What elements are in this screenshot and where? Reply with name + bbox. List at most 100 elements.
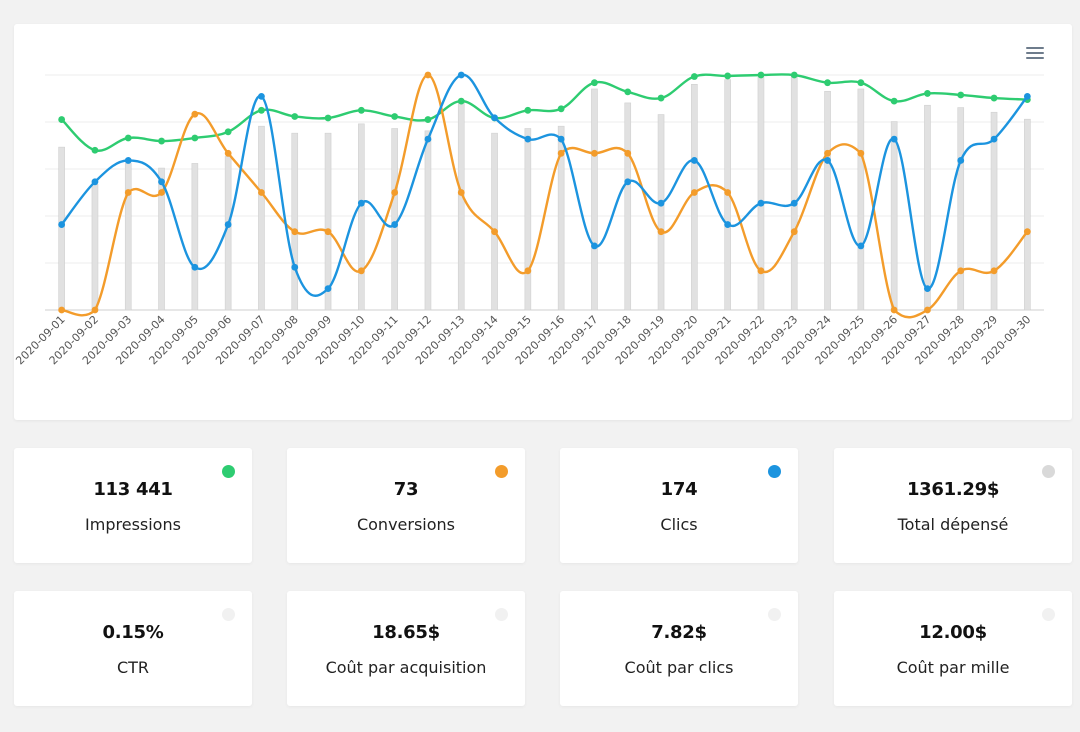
data-point bbox=[491, 228, 498, 236]
data-point bbox=[158, 189, 165, 196]
data-point bbox=[524, 267, 532, 275]
data-point bbox=[424, 116, 432, 123]
data-point bbox=[258, 92, 265, 100]
bar bbox=[790, 74, 798, 311]
bar bbox=[924, 104, 931, 311]
kpi-card-cout-acquisition: 18.65$ Coût par acquisition bbox=[287, 591, 525, 706]
bar bbox=[591, 88, 598, 311]
data-point bbox=[957, 157, 965, 164]
kpi-label: Total dépensé bbox=[897, 515, 1009, 534]
kpi-card-clics: 174 Clics bbox=[560, 448, 798, 563]
data-point bbox=[324, 228, 332, 236]
bar bbox=[691, 84, 698, 311]
kpi-card-conversions: 73 Conversions bbox=[287, 448, 525, 563]
bar bbox=[124, 163, 132, 311]
data-point bbox=[624, 149, 632, 157]
data-point bbox=[757, 71, 765, 79]
bar bbox=[224, 156, 232, 311]
data-point bbox=[58, 116, 66, 123]
data-point bbox=[1023, 228, 1031, 236]
data-point bbox=[824, 157, 831, 164]
bar bbox=[857, 88, 865, 311]
data-point bbox=[158, 178, 165, 186]
bar bbox=[624, 102, 632, 311]
data-point bbox=[857, 242, 865, 250]
kpi-value: 1361.29$ bbox=[906, 479, 1000, 500]
data-point bbox=[357, 267, 365, 275]
data-point bbox=[724, 221, 732, 228]
data-point bbox=[424, 135, 432, 143]
data-point bbox=[324, 114, 332, 122]
bar bbox=[391, 128, 398, 311]
data-point bbox=[790, 71, 798, 79]
data-point bbox=[258, 106, 265, 114]
kpi-label: Coût par acquisition bbox=[325, 658, 487, 677]
legend-dot-icon[interactable] bbox=[1042, 608, 1055, 621]
kpi-value: 174 bbox=[660, 479, 698, 500]
kpi-label: Clics bbox=[660, 515, 698, 534]
data-point bbox=[357, 199, 365, 207]
kpi-label: Conversions bbox=[356, 515, 456, 534]
data-point bbox=[857, 79, 865, 87]
data-point bbox=[824, 149, 831, 157]
data-point bbox=[591, 149, 598, 157]
data-point bbox=[424, 71, 432, 79]
kpi-label: CTR bbox=[116, 658, 150, 677]
data-point bbox=[657, 94, 665, 102]
data-point bbox=[91, 146, 99, 154]
bar bbox=[824, 90, 831, 311]
bar bbox=[757, 77, 765, 311]
legend-dot-icon[interactable] bbox=[495, 608, 508, 621]
combo-chart: 2020-09-012020-09-022020-09-032020-09-04… bbox=[13, 71, 1044, 367]
data-point bbox=[291, 263, 299, 271]
data-point bbox=[91, 178, 99, 186]
data-point bbox=[191, 263, 199, 271]
series-line bbox=[60, 73, 1028, 152]
hamburger-menu-icon[interactable] bbox=[1026, 47, 1044, 61]
legend-dot-icon[interactable] bbox=[222, 465, 235, 478]
kpi-card-cout-mille: 12.00$ Coût par mille bbox=[834, 591, 1072, 706]
legend-dot-icon[interactable] bbox=[768, 465, 781, 478]
data-point bbox=[657, 228, 665, 236]
data-point bbox=[757, 199, 765, 207]
data-point bbox=[391, 221, 399, 228]
data-point bbox=[824, 79, 831, 87]
data-point bbox=[924, 90, 931, 97]
data-point bbox=[124, 157, 132, 164]
bar bbox=[957, 107, 965, 311]
bar bbox=[557, 125, 565, 311]
data-point bbox=[790, 199, 798, 207]
data-point bbox=[191, 110, 199, 118]
data-point bbox=[158, 137, 165, 145]
data-point bbox=[657, 199, 665, 207]
data-point bbox=[624, 88, 632, 96]
bar bbox=[524, 128, 532, 311]
data-point bbox=[924, 306, 931, 314]
data-point bbox=[557, 135, 565, 143]
data-point bbox=[724, 189, 732, 196]
legend-dot-icon[interactable] bbox=[495, 465, 508, 478]
kpi-label: Coût par clics bbox=[624, 658, 734, 677]
legend-dot-icon[interactable] bbox=[768, 608, 781, 621]
bar bbox=[457, 100, 465, 311]
data-point bbox=[357, 106, 365, 114]
data-point bbox=[291, 228, 299, 236]
series-line bbox=[60, 73, 1029, 297]
kpi-value: 7.82$ bbox=[651, 622, 707, 643]
data-point bbox=[457, 71, 465, 79]
data-point bbox=[990, 267, 998, 275]
data-point bbox=[391, 189, 399, 196]
bar bbox=[424, 130, 432, 311]
data-point bbox=[924, 285, 931, 293]
bar bbox=[91, 184, 99, 311]
data-point bbox=[224, 221, 232, 228]
data-point bbox=[591, 242, 598, 250]
data-point bbox=[324, 285, 332, 293]
kpi-value: 0.15% bbox=[102, 622, 164, 643]
data-point bbox=[224, 149, 232, 157]
legend-dot-icon[interactable] bbox=[222, 608, 235, 621]
legend-dot-icon[interactable] bbox=[1042, 465, 1055, 478]
data-point bbox=[191, 134, 199, 142]
data-point bbox=[124, 134, 132, 142]
data-point bbox=[524, 135, 532, 143]
